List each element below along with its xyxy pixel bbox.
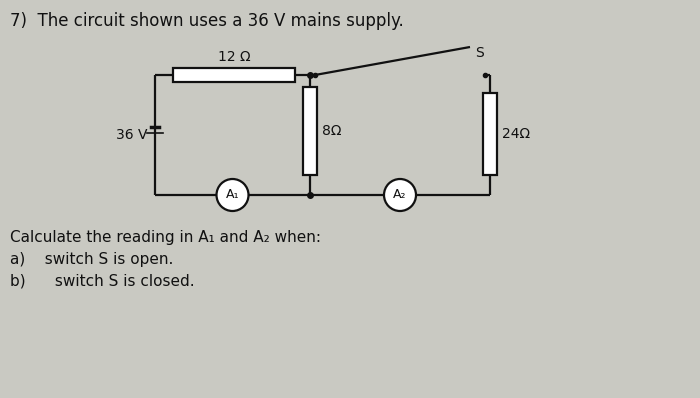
- Text: b)      switch S is closed.: b) switch S is closed.: [10, 274, 195, 289]
- Text: A₂: A₂: [393, 189, 407, 201]
- Text: 36 V: 36 V: [116, 128, 147, 142]
- Text: 12 Ω: 12 Ω: [218, 50, 251, 64]
- Text: Calculate the reading in A₁ and A₂ when:: Calculate the reading in A₁ and A₂ when:: [10, 230, 321, 245]
- Text: 8Ω: 8Ω: [322, 124, 342, 138]
- Bar: [303, 87, 317, 175]
- Text: S: S: [475, 46, 484, 60]
- Circle shape: [216, 179, 248, 211]
- Text: 7)  The circuit shown uses a 36 V mains supply.: 7) The circuit shown uses a 36 V mains s…: [10, 12, 404, 30]
- Circle shape: [384, 179, 416, 211]
- Bar: [173, 68, 295, 82]
- Text: a)    switch S is open.: a) switch S is open.: [10, 252, 174, 267]
- Text: 24Ω: 24Ω: [502, 127, 530, 141]
- Text: A₁: A₁: [225, 189, 239, 201]
- Bar: [483, 93, 497, 175]
